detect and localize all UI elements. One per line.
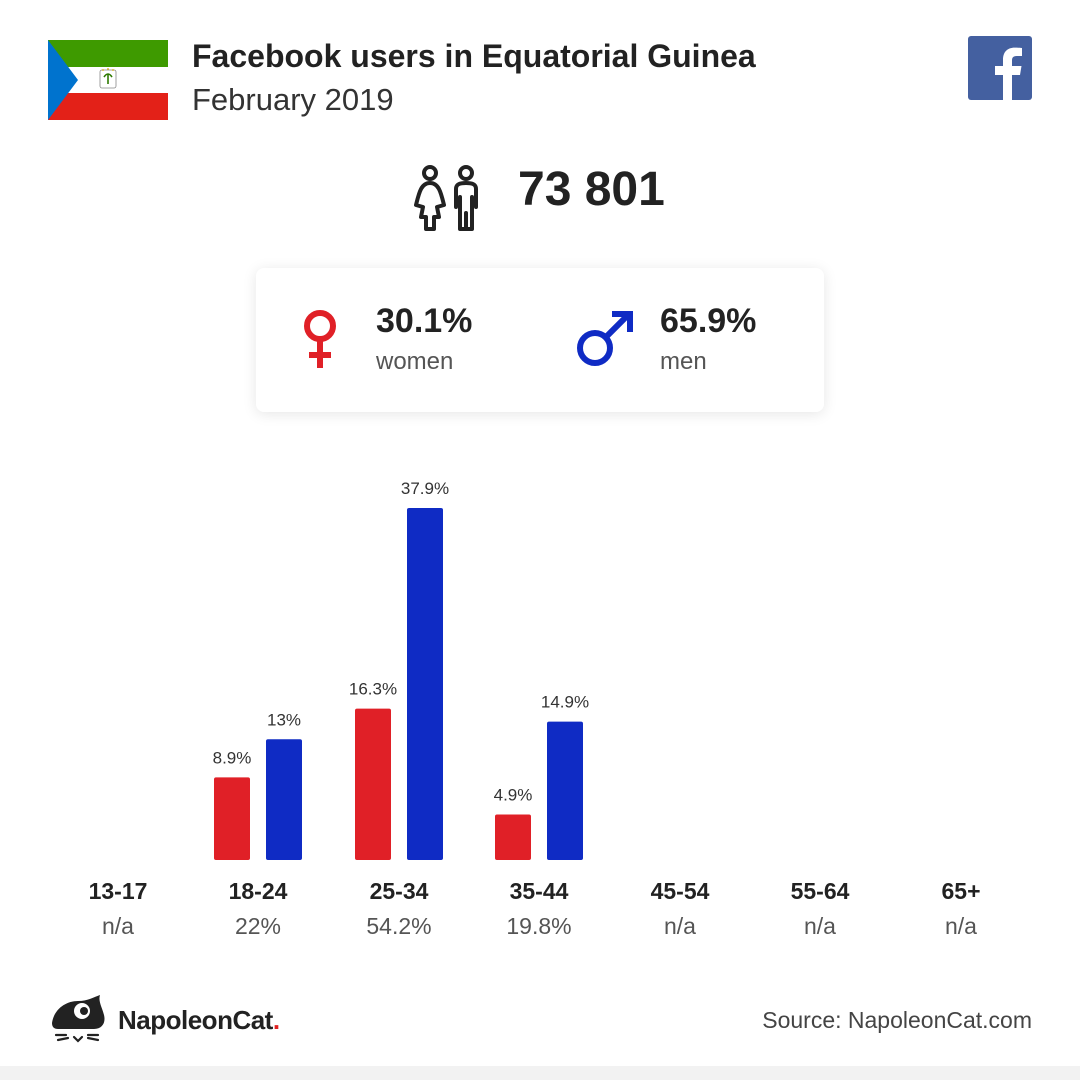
category-13-17: 13-17 n/a [48, 878, 188, 940]
source-credit: Source: NapoleonCat.com [762, 1007, 1032, 1033]
women-label: women [376, 348, 454, 375]
bar-35-44-s1 [547, 721, 583, 860]
chart-subtitle: February 2019 [192, 82, 394, 117]
men-percentage: 65.9% [660, 302, 757, 340]
category-name: 35-44 [509, 878, 569, 904]
category-35-44: 35-44 19.8% [469, 878, 609, 940]
bar-25-34-s1 [407, 508, 443, 860]
category-65+: 65+ n/a [891, 878, 1031, 940]
category-18-24: 18-24 22% [188, 878, 328, 940]
category-total: 22% [234, 913, 282, 939]
bar-label-18-24-s0: 8.9% [213, 748, 252, 767]
category-name: 55-64 [790, 878, 850, 904]
bar-35-44-s0 [495, 814, 531, 860]
brand-name: NapoleonCat. [118, 1005, 280, 1036]
category-total: 54.2% [366, 913, 432, 939]
brand-dot: . [272, 1005, 280, 1035]
age-chart: 8.9% 16.3% 4.9% 13% 37.9% 14.9% [213, 479, 589, 860]
napoleoncat-brand: NapoleonCat. [48, 993, 298, 1045]
facebook-logo-icon [968, 36, 1032, 100]
chart-title: Facebook users in Equatorial Guinea [192, 38, 756, 74]
category-total: n/a [945, 913, 977, 939]
men-label: men [660, 348, 707, 375]
bar-18-24-s1 [266, 739, 302, 860]
women-percentage: 30.1% [376, 302, 473, 340]
bar-label-18-24-s1: 13% [267, 710, 301, 729]
brand-name-text: NapoleonCat [118, 1005, 273, 1035]
total-users: 73 801 [518, 163, 665, 216]
bar-label-35-44-s1: 14.9% [541, 693, 589, 712]
category-name: 13-17 [88, 878, 148, 904]
category-total: 19.8% [506, 913, 572, 939]
category-45-54: 45-54 n/a [610, 878, 750, 940]
category-name: 18-24 [228, 878, 288, 904]
category-name: 65+ [941, 878, 981, 904]
category-total: n/a [102, 913, 134, 939]
bar-18-24-s0 [214, 777, 250, 860]
equatorial-guinea-flag [48, 40, 168, 120]
category-name: 25-34 [369, 878, 429, 904]
footer-band [0, 1066, 1080, 1080]
category-name: 45-54 [650, 878, 710, 904]
category-25-34: 25-34 54.2% [329, 878, 469, 940]
bar-25-34-s0 [355, 708, 391, 860]
people-icon [414, 165, 478, 231]
bar-label-25-34-s1: 37.9% [401, 479, 449, 498]
napoleoncat-mascot-icon [52, 995, 105, 1043]
category-total: n/a [804, 913, 836, 939]
bar-label-35-44-s0: 4.9% [494, 785, 533, 804]
bar-label-25-34-s0: 16.3% [349, 680, 397, 699]
category-55-64: 55-64 n/a [750, 878, 890, 940]
male-icon [577, 311, 633, 366]
category-total: n/a [664, 913, 696, 939]
female-icon [304, 310, 336, 368]
gender-card: 30.1% women 65.9% men [256, 268, 824, 412]
